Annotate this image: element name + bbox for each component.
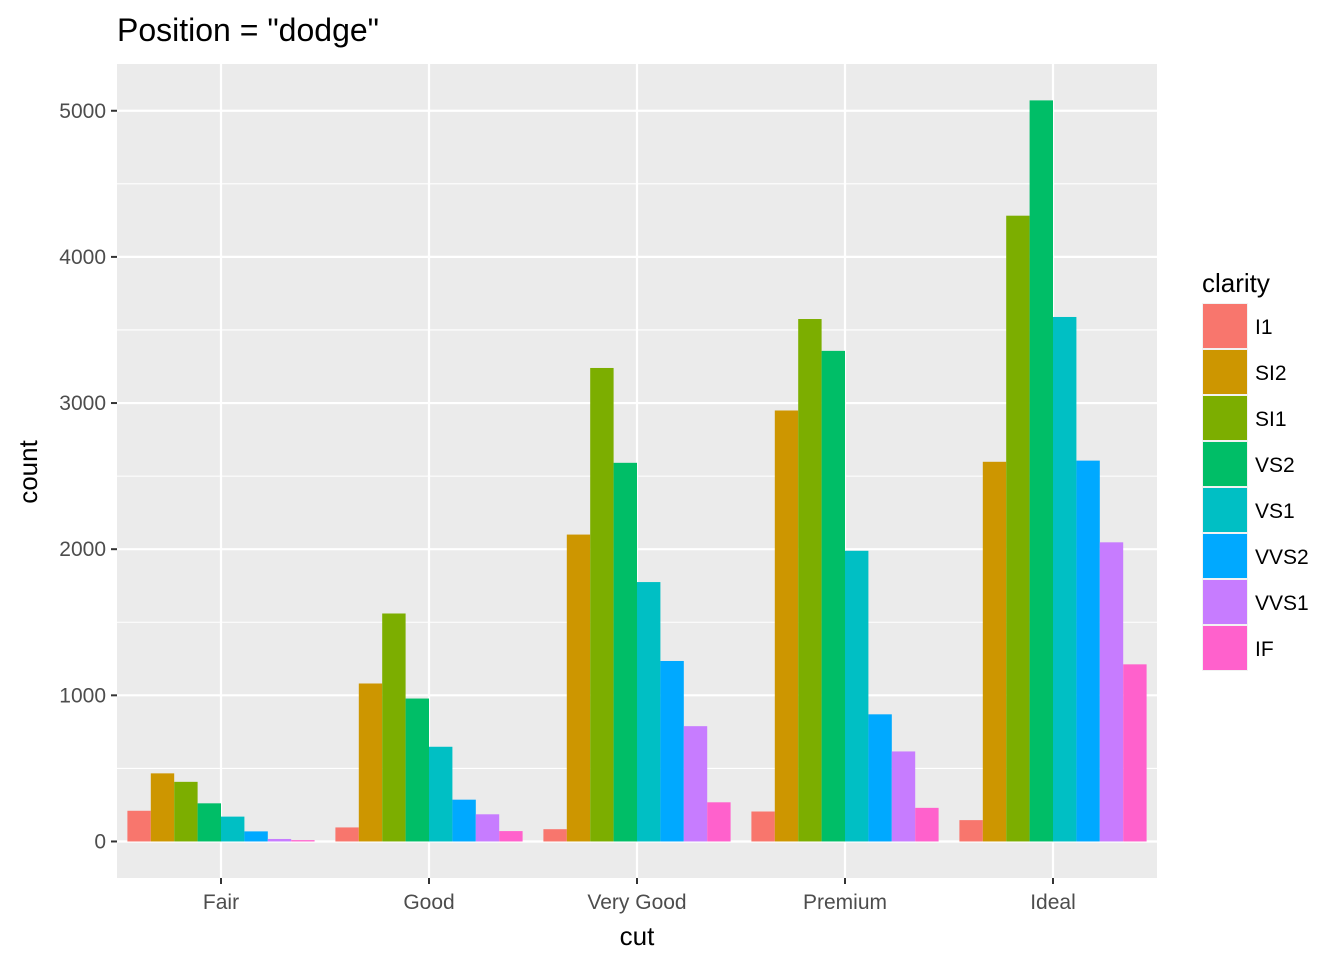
bar-IF-fair [291,840,315,842]
y-tick-label: 3000 [59,392,106,415]
bar-SI2-very-good [566,534,591,842]
bar-SI2-premium [774,410,799,842]
legend: clarity I1 SI2 SI1 VS2 VS1 VVS2 VVS1 IF [1202,268,1309,671]
bar-VS2-fair [197,803,221,842]
y-tick-label: 4000 [59,246,106,269]
bar-SI1-fair [174,781,198,842]
bar-VS1-ideal [1053,316,1077,842]
bar-I1-fair [127,810,151,842]
bars [127,100,1147,842]
y-axis: 0 1000 2000 3000 4000 5000 [59,100,117,853]
bar-VVS2-good [452,799,476,842]
x-tick-label: Premium [803,891,887,914]
legend-key-swatch [1203,304,1247,348]
x-tick-label: Very Good [587,891,686,914]
bar-IF-very-good [707,802,731,842]
chart-title: Position = "dodge" [117,12,379,48]
x-axis: Fair Good Very Good Premium Ideal [203,878,1076,914]
y-tick-label: 0 [94,830,106,853]
legend-key-swatch [1203,488,1247,532]
legend-key-swatch [1203,580,1247,624]
bar-VVS2-fair [244,831,268,842]
y-axis-title: count [13,439,43,503]
bar-SI1-very-good [590,367,614,842]
bar-VVS2-ideal [1076,460,1100,842]
bar-VVS2-premium [868,714,892,842]
bar-SI1-ideal [1006,215,1030,842]
bar-SI2-ideal [982,461,1007,842]
bar-VS1-premium [845,550,869,842]
y-tick-label: 5000 [59,100,106,123]
legend-title: clarity [1202,268,1270,298]
bar-VVS1-premium [891,751,916,842]
legend-label: VS2 [1255,454,1295,477]
legend-key-swatch [1203,626,1247,670]
legend-key-swatch [1203,396,1247,440]
legend-label: VVS2 [1255,546,1309,569]
legend-label: IF [1255,638,1274,661]
bar-SI2-fair [150,773,175,842]
legend-key-swatch [1203,350,1247,394]
bar-VVS2-very-good [660,660,684,842]
bar-IF-good [499,831,523,842]
legend-label: SI1 [1255,408,1287,431]
y-tick-label: 2000 [59,538,106,561]
legend-key-swatch [1203,442,1247,486]
bar-VS1-fair [221,816,245,842]
legend-key-swatch [1203,534,1247,578]
legend-label: VVS1 [1255,592,1309,615]
bar-VVS1-fair [267,838,292,842]
bar-IF-ideal [1123,664,1147,842]
bar-VS2-very-good [613,462,637,842]
bar-VS2-ideal [1029,100,1053,842]
legend-label: SI2 [1255,362,1287,385]
bar-I1-premium [751,811,775,842]
bar-SI1-premium [798,319,822,842]
bar-SI1-good [382,613,406,842]
bar-VVS1-good [475,814,500,842]
x-tick-label: Good [403,891,454,914]
bar-IF-premium [915,807,939,842]
bar-I1-ideal [959,820,983,842]
y-tick-label: 1000 [59,684,106,707]
bar-VS1-very-good [637,582,661,842]
x-axis-title: cut [620,921,655,951]
bar-I1-good [335,827,359,842]
bar-SI2-good [358,683,383,842]
bar-VVS1-very-good [683,726,708,842]
bar-VVS1-ideal [1099,542,1124,842]
x-tick-label: Ideal [1030,891,1076,914]
bar-VS2-good [405,698,429,842]
x-tick-label: Fair [203,891,239,914]
bar-VS1-good [429,746,453,842]
legend-label: I1 [1255,316,1273,339]
bar-I1-very-good [543,829,567,842]
bar-VS2-premium [821,350,845,842]
legend-label: VS1 [1255,500,1295,523]
